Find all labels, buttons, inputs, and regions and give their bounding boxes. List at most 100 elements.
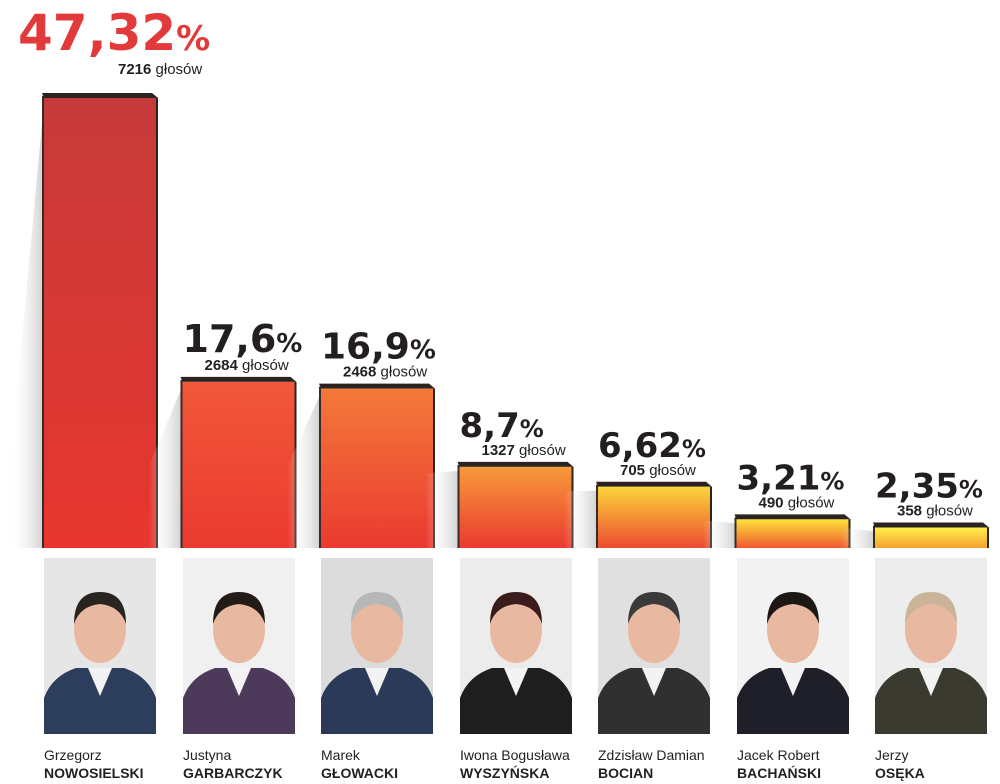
candidate-last-name: WYSZYŃSKA — [460, 765, 550, 781]
bar-shadow — [287, 392, 321, 548]
bar-top — [596, 481, 712, 487]
votes-number: 2468 — [343, 364, 376, 381]
candidate-last-name: GARBARCZYK — [183, 765, 283, 781]
candidate-photo — [183, 558, 295, 734]
votes-label: 358 głosów — [897, 503, 973, 520]
votes-number: 1327 — [482, 442, 515, 459]
bar-edge — [734, 517, 737, 548]
bar-edge — [596, 484, 598, 548]
bar — [598, 486, 710, 548]
value-label: 6,62% — [598, 426, 706, 466]
votes-number: 705 — [620, 462, 645, 479]
candidate-portrait — [460, 558, 572, 734]
candidate-photo — [321, 558, 433, 734]
percent-sign: % — [682, 435, 706, 463]
candidate-name: Justyna GARBARCZYK — [183, 746, 323, 782]
candidate-portrait — [598, 558, 710, 734]
votes-word: głosów — [238, 357, 289, 374]
votes-number: 358 — [897, 503, 922, 520]
percent-sign: % — [410, 336, 436, 366]
votes-number: 7216 — [118, 61, 151, 78]
value-number: 47,32 — [18, 4, 176, 62]
candidate-last-name: GŁOWACKI — [321, 765, 398, 781]
votes-word: głosów — [376, 364, 427, 381]
candidate-first-name: Jerzy — [875, 747, 909, 763]
candidate-portrait — [44, 558, 156, 734]
bar-top — [873, 522, 989, 528]
value-label: 16,9% — [321, 327, 436, 368]
value-label: 2,35% — [875, 467, 983, 507]
bar-top — [42, 93, 158, 98]
candidate-portrait — [321, 558, 433, 734]
bar-shadow — [564, 490, 598, 548]
votes-word: głosów — [922, 503, 973, 520]
bar-shadow — [702, 520, 737, 548]
votes-label: 2468 głosów — [343, 364, 427, 381]
votes-label: 705 głosów — [620, 462, 696, 479]
value-number: 2,35 — [875, 467, 959, 507]
value-number: 16,9 — [321, 327, 410, 368]
votes-word: głosów — [515, 442, 566, 459]
candidate-portrait — [875, 558, 987, 734]
candidate-last-name: OSĘKA — [875, 765, 925, 781]
bar-shadow — [425, 470, 460, 548]
value-number: 17,6 — [183, 317, 277, 361]
candidate-name: Marek GŁOWACKI — [321, 746, 461, 782]
bar-side — [156, 98, 158, 548]
bar-top — [180, 376, 297, 382]
votes-label: 1327 głosów — [482, 442, 566, 459]
candidate-photo — [737, 558, 849, 734]
votes-word: głosów — [645, 462, 696, 479]
bar-top — [734, 514, 851, 520]
bar-edge — [873, 525, 875, 548]
value-label: 47,32% — [18, 4, 210, 62]
candidate-photo — [460, 558, 572, 734]
bar-side — [987, 527, 989, 548]
bar-edge — [457, 464, 460, 548]
bar — [875, 527, 987, 548]
candidate-last-name: BACHAŃSKI — [737, 765, 821, 781]
candidate-name: Iwona Bogusława WYSZYŃSKA — [460, 746, 600, 782]
candidate-name: Zdzisław Damian BOCIAN — [598, 746, 738, 782]
bar — [736, 519, 849, 548]
candidate-name: Jerzy OSĘKA — [875, 746, 1000, 782]
candidate-first-name: Iwona Bogusława — [460, 747, 570, 763]
percent-sign: % — [820, 467, 844, 495]
bar-shadow — [10, 102, 44, 548]
candidate-first-name: Grzegorz — [44, 747, 102, 763]
value-label: 3,21% — [737, 458, 845, 498]
candidate-last-name: NOWOSIELSKI — [44, 765, 144, 781]
value-number: 6,62 — [598, 426, 682, 466]
bar-top — [319, 383, 435, 389]
votes-number: 490 — [759, 494, 784, 511]
candidate-name: Jacek Robert BACHAŃSKI — [737, 746, 877, 782]
candidate-first-name: Justyna — [183, 747, 232, 763]
candidate-name: Grzegorz NOWOSIELSKI — [44, 746, 184, 782]
candidate-last-name: BOCIAN — [598, 765, 654, 781]
candidate-photo — [875, 558, 987, 734]
bar-edge — [42, 96, 44, 548]
votes-label: 490 głosów — [759, 494, 835, 511]
bar-shadow — [148, 385, 183, 548]
candidate-photo — [598, 558, 710, 734]
candidate-first-name: Marek — [321, 747, 360, 763]
bar-edge — [319, 386, 321, 548]
candidate-photo — [44, 558, 156, 734]
candidate-first-name: Zdzisław Damian — [598, 747, 705, 763]
percent-sign: % — [959, 476, 983, 504]
candidate-first-name: Jacek Robert — [737, 747, 820, 763]
value-label: 17,6% — [183, 317, 303, 361]
value-number: 8,7 — [460, 406, 520, 446]
bar — [182, 381, 295, 548]
percent-sign: % — [520, 415, 544, 443]
bar — [459, 466, 572, 548]
candidate-portrait — [737, 558, 849, 734]
value-label: 8,7% — [460, 406, 544, 446]
bar-shadow — [841, 527, 875, 548]
value-number: 3,21 — [737, 458, 821, 498]
votes-word: głosów — [784, 494, 835, 511]
bar-top — [457, 461, 574, 467]
bar — [321, 388, 433, 548]
percent-sign: % — [276, 329, 302, 359]
